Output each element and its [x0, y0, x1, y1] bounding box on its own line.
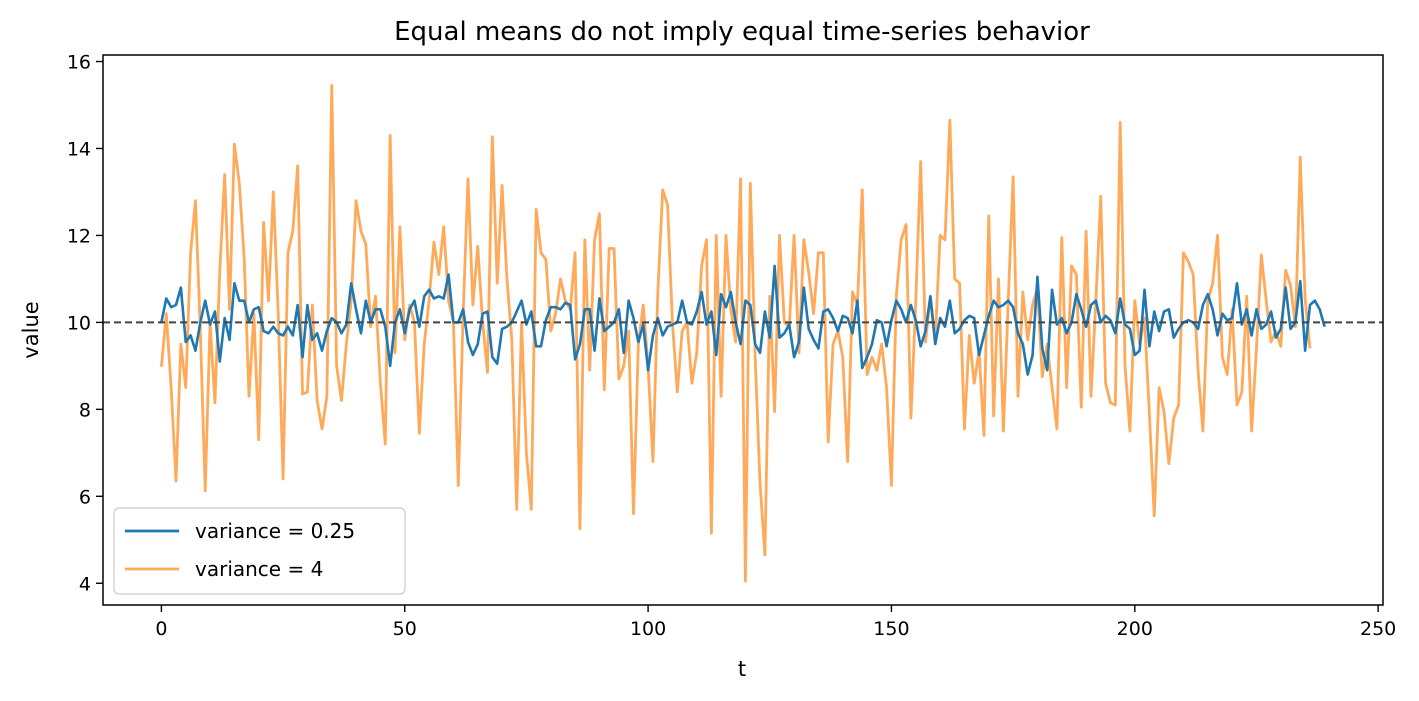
y-tick-label: 4	[79, 573, 91, 595]
chart-title: Equal means do not imply equal time-seri…	[394, 17, 1090, 47]
x-tick-label: 150	[873, 618, 909, 640]
legend-box	[113, 507, 406, 595]
x-axis: 0 50 100 150 200 250	[155, 605, 1396, 640]
series-line-1	[160, 84, 1312, 583]
legend-label-series-1: variance = 0.25	[195, 519, 355, 543]
legend: variance = 0.25 variance = 4	[113, 507, 406, 595]
x-tick-label: 100	[630, 618, 666, 640]
y-tick-label: 14	[67, 138, 91, 160]
legend-label-series-2: variance = 4	[195, 557, 323, 581]
y-axis: 4 6 8 10 12 14 16	[67, 52, 103, 595]
x-tick-label: 0	[155, 618, 167, 640]
x-axis-label: t	[738, 657, 746, 681]
plot-frame	[102, 54, 1384, 606]
y-axis-label: value	[19, 301, 43, 358]
y-tick-label: 10	[67, 312, 91, 334]
y-tick-label: 8	[79, 399, 91, 421]
x-tick-label: 250	[1360, 618, 1396, 640]
plot-layer	[103, 84, 1383, 583]
x-tick-label: 50	[393, 618, 417, 640]
x-tick-label: 200	[1117, 618, 1153, 640]
y-tick-label: 6	[79, 486, 91, 508]
y-tick-label: 16	[67, 52, 91, 74]
y-tick-label: 12	[67, 225, 91, 247]
